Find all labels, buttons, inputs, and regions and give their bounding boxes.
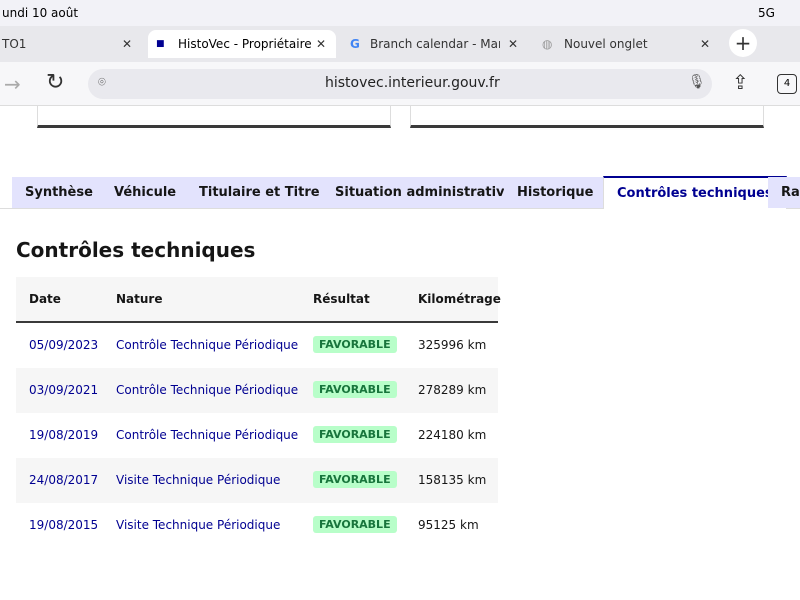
tab-count[interactable]: 4 <box>777 74 797 94</box>
card <box>37 105 391 128</box>
page-tab[interactable]: Titulaire et Titre <box>186 177 333 208</box>
table-cell: 278289 km <box>418 383 487 397</box>
tab-title: HistoVec - Propriétaire <box>178 37 312 51</box>
url-text: histovec.interieur.gouv.fr <box>325 75 500 91</box>
browser-tab-active[interactable]: ■ HistoVec - Propriétaire ✕ <box>148 30 336 58</box>
table-header: Date Nature Résultat Kilométrage <box>16 277 501 323</box>
browser-tab[interactable]: G Branch calendar - Marse ✕ <box>344 30 526 58</box>
card <box>410 105 764 128</box>
header-cell: Résultat <box>313 292 370 306</box>
header-cell: Date <box>29 292 61 306</box>
table-row: 19/08/2019 Contrôle Technique Périodique F… <box>16 413 498 458</box>
page-tab[interactable]: Contrôles techniques <box>603 176 787 209</box>
section-heading: Contrôles techniques <box>16 238 256 262</box>
close-icon[interactable]: ✕ <box>122 37 133 51</box>
table-cell: Contrôle Technique Périodique <box>116 383 299 397</box>
table-row: 05/09/2023 Contrôle Technique Périodique F… <box>16 323 498 368</box>
lens-icon: ⌾ <box>98 75 106 90</box>
page-tab[interactable]: Synthèse <box>12 177 106 208</box>
address-bar-area: → ↻ ⌾ histovec.interieur.gouv.fr 🎙 ⇪ 4 <box>0 62 800 106</box>
tab-title: Branch calendar - Marse <box>370 37 500 51</box>
table-cell: 03/09/2021 <box>29 383 99 397</box>
url-field[interactable]: ⌾ histovec.interieur.gouv.fr 🎙 <box>88 69 712 99</box>
forward-button[interactable]: → <box>4 72 21 96</box>
table-cell: 224180 km <box>418 428 487 442</box>
table-cell: 19/08/2015 <box>29 518 99 532</box>
result-badge: FAVORABLE <box>313 336 397 353</box>
share-button[interactable]: ⇪ <box>732 70 749 94</box>
table-cell: 325996 km <box>418 338 487 352</box>
table-cell: Visite Technique Périodique <box>116 518 281 532</box>
table-cell: 19/08/2019 <box>29 428 99 442</box>
close-icon[interactable]: ✕ <box>700 37 711 51</box>
result-badge: FAVORABLE <box>313 426 397 443</box>
header-cell: Nature <box>116 292 163 306</box>
close-icon[interactable]: ✕ <box>508 37 519 51</box>
tabs-border <box>0 208 800 209</box>
close-icon[interactable]: ✕ <box>316 37 327 51</box>
new-tab-button[interactable]: + <box>729 29 757 57</box>
page-tab[interactable]: Rap <box>768 177 800 208</box>
table-row: 19/08/2015 Visite Technique Périodique FAV… <box>16 503 498 548</box>
table-cell: 95125 km <box>418 518 479 532</box>
header-cell: Kilométrage <box>418 292 501 306</box>
status-date: undi 10 août <box>2 6 79 20</box>
table-cell: 158135 km <box>418 473 487 487</box>
google-icon: G <box>350 37 360 51</box>
result-badge: FAVORABLE <box>313 516 397 533</box>
browser-tab[interactable]: TO1 ✕ <box>0 30 142 58</box>
tab-bar: TO1 ✕ ■ HistoVec - Propriétaire ✕ G Branch c… <box>0 26 800 62</box>
status-bar: undi 10 août 5G <box>0 0 800 26</box>
page-tab[interactable]: Véhicule <box>101 177 190 208</box>
table-row: 03/09/2021 Contrôle Technique Périodique F… <box>16 368 498 413</box>
table-cell: 05/09/2023 <box>29 338 99 352</box>
result-badge: FAVORABLE <box>313 381 397 398</box>
page-tab[interactable]: Historique <box>504 177 607 208</box>
tab-title: Nouvel onglet <box>564 37 648 51</box>
result-badge: FAVORABLE <box>313 471 397 488</box>
table-cell: Contrôle Technique Périodique <box>116 428 299 442</box>
browser-tab[interactable]: ◍ Nouvel onglet ✕ <box>536 30 722 58</box>
table-cell: Contrôle Technique Périodique <box>116 338 299 352</box>
reload-button[interactable]: ↻ <box>46 70 65 95</box>
table-cell: 24/08/2017 <box>29 473 99 487</box>
globe-icon: ◍ <box>542 37 553 51</box>
flag-icon: ■ <box>156 39 165 49</box>
status-network: 5G <box>758 6 775 20</box>
tab-title: TO1 <box>2 37 27 51</box>
mic-icon[interactable]: 🎙 <box>688 74 706 90</box>
page-tab[interactable]: Situation administrative <box>322 177 527 208</box>
table-row: 24/08/2017 Visite Technique Périodique FAV… <box>16 458 498 503</box>
table-cell: Visite Technique Périodique <box>116 473 281 487</box>
